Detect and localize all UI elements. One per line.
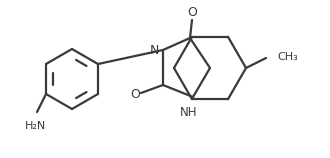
Text: NH: NH [180,106,198,119]
Text: O: O [130,88,140,101]
Text: H₂N: H₂N [24,121,46,131]
Text: CH₃: CH₃ [277,52,298,62]
Text: N: N [149,45,159,58]
Text: O: O [187,6,197,19]
